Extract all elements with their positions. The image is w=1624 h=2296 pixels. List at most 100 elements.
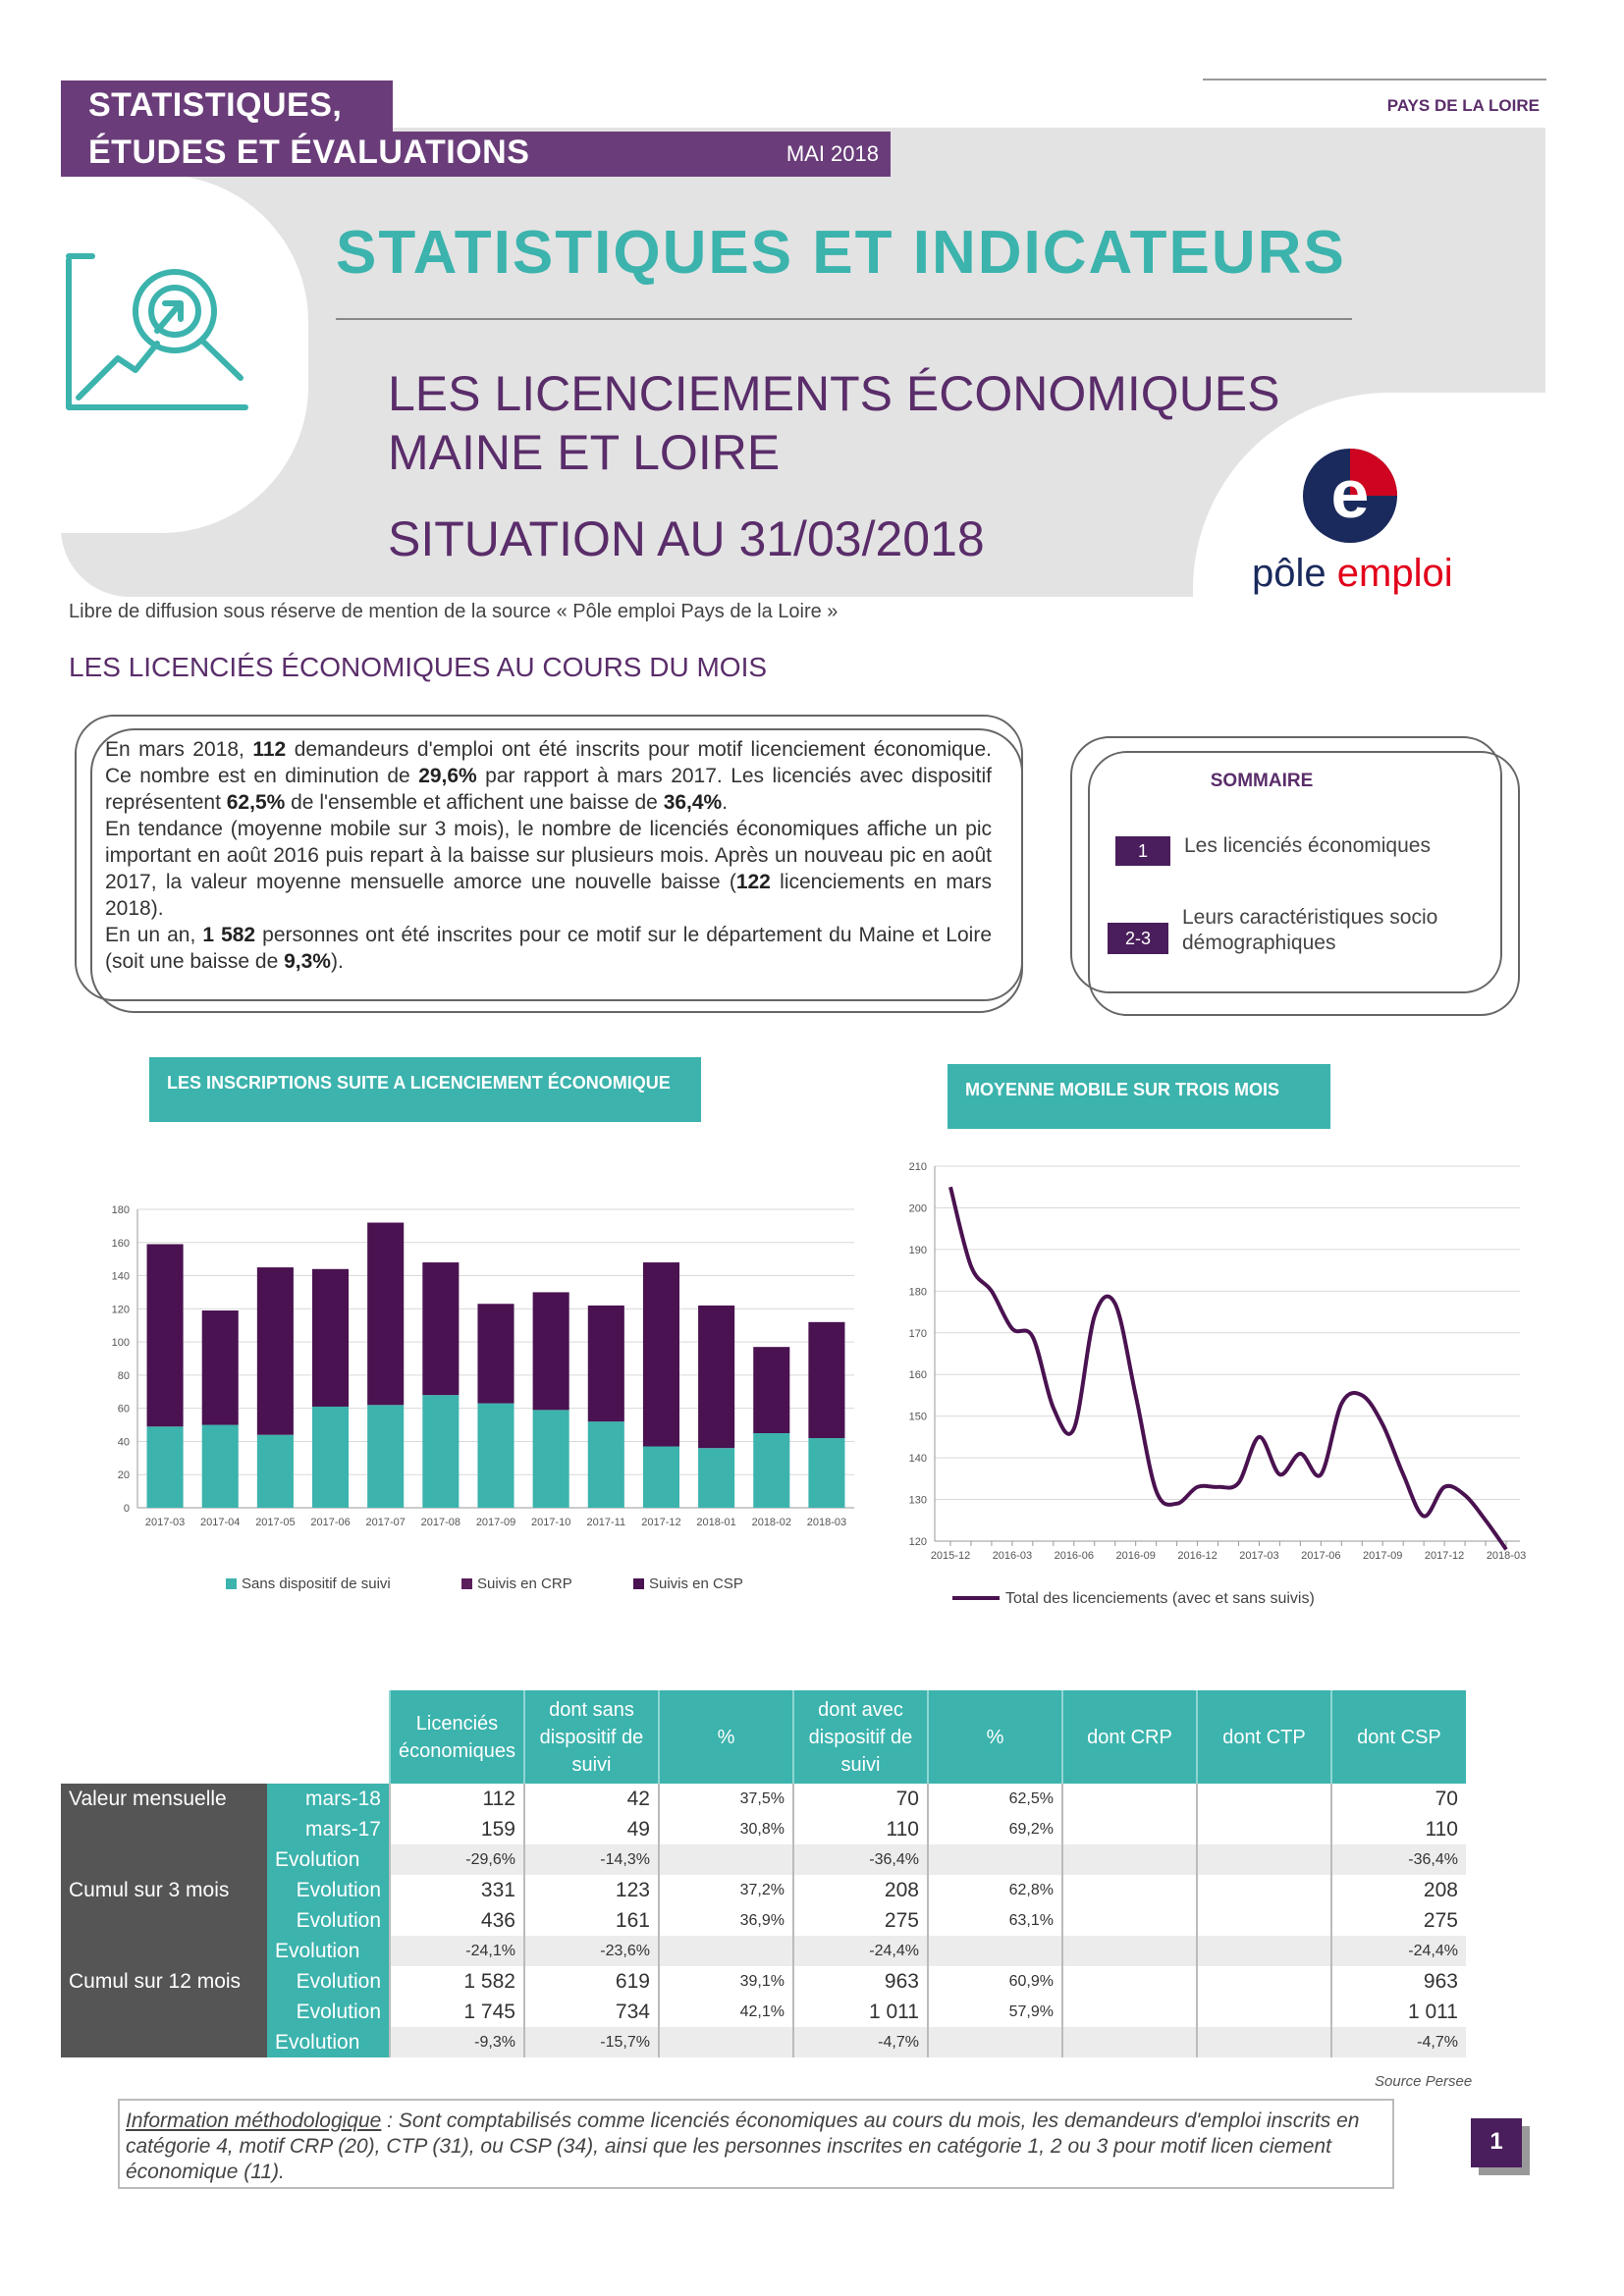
column-header: dont CTP <box>1195 1690 1331 1784</box>
y-tick-label: 60 <box>118 1404 130 1415</box>
table-cell: -4,7% <box>1329 2027 1466 2057</box>
subtitle-line2: MAINE ET LOIRE <box>388 425 781 480</box>
table-cell <box>1195 1784 1331 1814</box>
row-sub-label: Evolution <box>267 1905 390 1936</box>
main-title: STATISTIQUES ET INDICATEURS <box>336 219 1346 287</box>
table-row: Valeur mensuelle mars-18 112 42 37,5% 70 62,5%… <box>61 1784 1466 1814</box>
sommaire-item-1-number[interactable]: 1 <box>1115 836 1170 866</box>
legend-swatch <box>226 1578 237 1589</box>
table-row: mars-17 159 49 30,8% 110 69,2% 110 <box>61 1814 1466 1844</box>
row-sub-label: Evolution <box>267 1936 390 1966</box>
row-group-label: Valeur mensuelle <box>61 1784 267 1814</box>
table-cell: 963 <box>1329 1966 1466 1997</box>
bar-segment <box>201 1310 239 1425</box>
table-cell <box>657 1844 793 1875</box>
x-tick-label: 2016-12 <box>1177 1550 1217 1562</box>
table-cell: -15,7% <box>522 2027 659 2057</box>
bar-segment <box>698 1305 735 1449</box>
row-sub-label: mars-17 <box>267 1814 390 1844</box>
legend-label: Suivis en CSP <box>649 1575 743 1592</box>
y-tick-label: 20 <box>118 1469 130 1481</box>
table-cell: 275 <box>791 1905 928 1936</box>
bar-segment <box>422 1262 460 1396</box>
sommaire-item-1-label[interactable]: Les licenciés économiques <box>1184 834 1431 857</box>
column-header: dont CRP <box>1060 1690 1197 1784</box>
table-cell <box>1060 1936 1197 1966</box>
y-tick-label: 140 <box>909 1453 927 1465</box>
row-group-label <box>61 2027 267 2057</box>
x-tick-label: 2017-06 <box>310 1517 350 1528</box>
subtitle-line3: SITUATION AU 31/03/2018 <box>388 511 985 566</box>
table-cell <box>926 1844 1062 1875</box>
table-cell <box>657 2027 793 2057</box>
y-tick-label: 100 <box>112 1337 130 1349</box>
sommaire-frame-front <box>1088 751 1520 1016</box>
sommaire-item-2-number[interactable]: 2-3 <box>1108 923 1168 954</box>
column-header: dont avec dispositif de suivi <box>791 1690 928 1784</box>
row-sub-label: Evolution <box>267 1844 390 1875</box>
table-cell: 69,2% <box>926 1814 1062 1844</box>
table-cell: 110 <box>791 1814 928 1844</box>
x-tick-label: 2015-12 <box>931 1550 970 1562</box>
y-tick-label: 120 <box>112 1304 130 1315</box>
row-group-label <box>61 1814 267 1844</box>
table-cell <box>926 2027 1062 2057</box>
table-cell <box>1195 1905 1331 1936</box>
table-cell: 37,5% <box>657 1784 793 1814</box>
table-cell: 436 <box>389 1905 524 1936</box>
publication-date: MAI 2018 <box>785 141 879 166</box>
methodology-text: : Sont comptabilisés comme licenciés éco… <box>126 2109 1360 2183</box>
logo-letter: e <box>1331 455 1370 532</box>
sommaire-item-2-label[interactable]: Leurs caractéristiques socio démographiqu… <box>1182 906 1438 954</box>
x-tick-label: 2017-12 <box>1425 1550 1464 1562</box>
page-number: 1 <box>1471 2118 1522 2167</box>
intro-paragraph-2: En tendance (moyenne mobile sur 3 mois),… <box>105 818 992 920</box>
table-cell <box>1060 1997 1197 2027</box>
bar-segment <box>201 1424 239 1508</box>
series-line <box>948 1186 1508 1551</box>
x-tick-label: 2018-03 <box>807 1517 846 1528</box>
row-group-label: Cumul sur 12 mois <box>61 1966 267 1997</box>
bar-segment <box>477 1403 514 1508</box>
sommaire-frame-back <box>1070 736 1502 993</box>
table-cell <box>1060 1784 1197 1814</box>
table-cell: 123 <box>522 1875 659 1905</box>
y-tick-label: 120 <box>909 1536 927 1548</box>
x-tick-label: 2017-04 <box>200 1517 240 1528</box>
badge-title-text: ÉTUDES ET ÉVALUATIONS <box>88 133 530 171</box>
y-tick-label: 210 <box>909 1161 927 1173</box>
region-label: PAYS DE LA LOIRE <box>1386 96 1540 115</box>
y-tick-label: 180 <box>909 1286 927 1298</box>
table-cell: 161 <box>522 1905 659 1936</box>
methodology-lead: Information méthodologique <box>126 2109 382 2132</box>
bar-segment <box>753 1433 790 1508</box>
table-cell: -36,4% <box>1329 1844 1466 1875</box>
bar-segment <box>477 1304 514 1404</box>
x-tick-label: 2017-03 <box>1239 1550 1278 1562</box>
bar-chart: 0 20 40 60 80 100 120 140 160 180 2017-03 2017-04 20… <box>112 1204 854 1592</box>
bar-segment <box>808 1321 845 1439</box>
table-cell <box>1060 1905 1197 1936</box>
table-cell: 619 <box>522 1966 659 1997</box>
row-sub-label: Evolution <box>267 1875 390 1905</box>
bar-segment <box>532 1292 569 1411</box>
y-tick-label: 160 <box>909 1369 927 1381</box>
y-tick-label: 190 <box>909 1245 927 1256</box>
table-cell: -24,1% <box>389 1936 524 1966</box>
pole-emploi-logo: e pôle emploi <box>1252 447 1468 604</box>
table-cell: 42 <box>522 1784 659 1814</box>
table-row: Cumul sur 12 mois Evolution 1 582 619 39,1% 9… <box>61 1966 1466 1997</box>
x-tick-label: 2017-09 <box>476 1517 515 1528</box>
table-cell <box>1195 1875 1331 1905</box>
x-tick-label: 2017-12 <box>641 1517 680 1528</box>
table-cell <box>1060 1844 1197 1875</box>
table-cell: 57,9% <box>926 1997 1062 2027</box>
table-cell <box>1195 1997 1331 2027</box>
y-tick-label: 80 <box>118 1370 130 1382</box>
table-cell: 70 <box>1329 1784 1466 1814</box>
bar-segment <box>808 1438 845 1508</box>
table-source: Source Persee <box>1375 2073 1473 2090</box>
legend-label: Sans dispositif de suivi <box>242 1575 391 1592</box>
table-row: Evolution -24,1% -23,6% -24,4% -24,4% <box>61 1936 1466 1966</box>
table-cell: 208 <box>791 1875 928 1905</box>
